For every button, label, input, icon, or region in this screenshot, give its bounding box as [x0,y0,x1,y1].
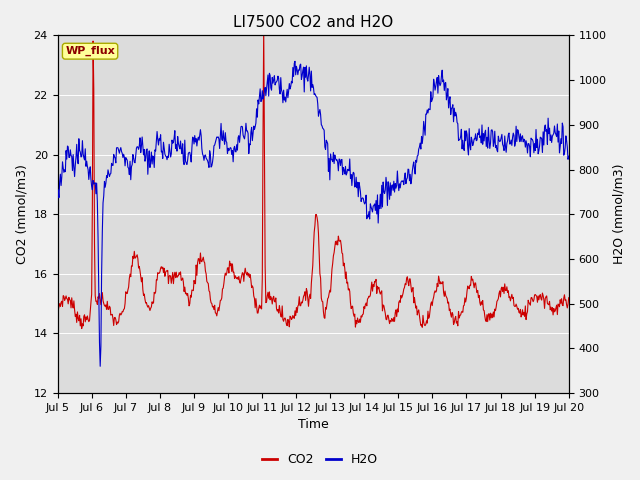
Y-axis label: CO2 (mmol/m3): CO2 (mmol/m3) [15,164,28,264]
Title: LI7500 CO2 and H2O: LI7500 CO2 and H2O [233,15,393,30]
X-axis label: Time: Time [298,419,328,432]
Y-axis label: H2O (mmol/m3): H2O (mmol/m3) [612,164,625,264]
Text: WP_flux: WP_flux [65,46,115,56]
Legend: CO2, H2O: CO2, H2O [257,448,383,471]
